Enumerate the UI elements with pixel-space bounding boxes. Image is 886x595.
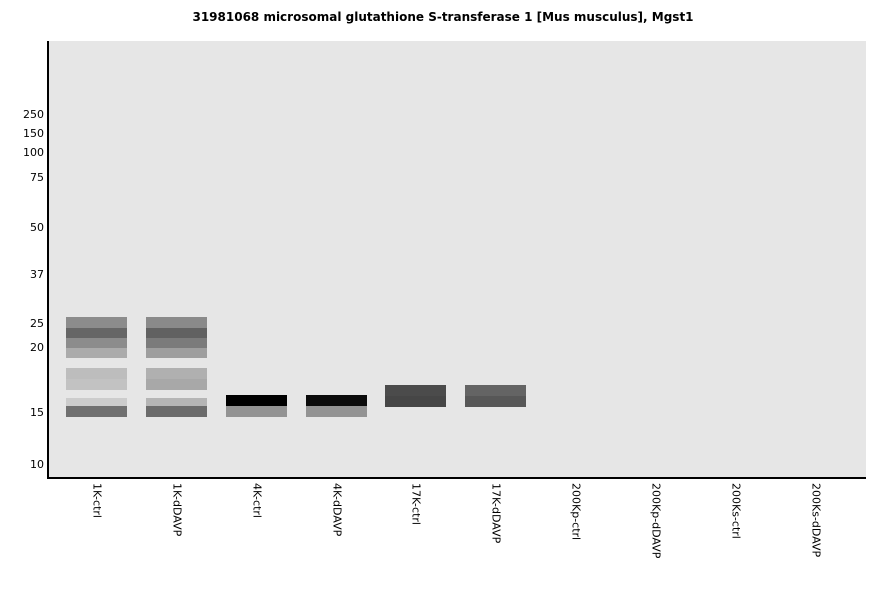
gel-lane xyxy=(146,41,207,477)
x-tick-label: 17K-ctrl xyxy=(409,483,423,593)
y-tick-label: 50 xyxy=(30,221,44,234)
gel-band xyxy=(306,395,367,406)
gel-band xyxy=(66,379,127,390)
y-tick-label: 100 xyxy=(23,146,44,159)
gel-band xyxy=(306,406,367,417)
gel-band xyxy=(465,385,526,396)
x-tick-label: 200Ks-ctrl xyxy=(729,483,743,593)
y-tick-label: 75 xyxy=(30,171,44,184)
x-tick-label: 4K-ctrl xyxy=(250,483,264,593)
x-tick-label-text: 200Ks-ctrl xyxy=(729,483,742,539)
x-tick-label-text: 17K-dDAVP xyxy=(489,483,502,544)
gel-band xyxy=(146,348,207,358)
y-axis-line xyxy=(47,41,49,479)
gel-band xyxy=(385,385,446,396)
gel-band xyxy=(465,396,526,407)
y-tick-label: 20 xyxy=(30,341,44,354)
x-tick-label-text: 1K-dDAVP xyxy=(170,483,183,537)
x-tick-label-text: 17K-ctrl xyxy=(409,483,422,525)
x-axis-line xyxy=(47,477,866,479)
gel-lane xyxy=(625,41,686,477)
gel-band xyxy=(66,406,127,417)
y-tick-label: 250 xyxy=(23,108,44,121)
gel-lane xyxy=(385,41,446,477)
x-tick-label-text: 200Kp-ctrl xyxy=(569,483,582,541)
gel-band xyxy=(226,395,287,406)
x-tick-label-text: 200Ks-dDAVP xyxy=(809,483,822,558)
x-tick-label: 17K-dDAVP xyxy=(489,483,503,593)
x-tick-label: 1K-ctrl xyxy=(90,483,104,593)
gel-band xyxy=(66,348,127,358)
y-tick-label: 150 xyxy=(23,127,44,140)
x-tick-label: 1K-dDAVP xyxy=(170,483,184,593)
gel-band xyxy=(66,338,127,348)
gel-lane xyxy=(306,41,367,477)
gel-lane xyxy=(545,41,606,477)
gel-band xyxy=(146,368,207,379)
gel-lane xyxy=(66,41,127,477)
y-tick-label: 37 xyxy=(30,268,44,281)
gel-band xyxy=(385,396,446,407)
y-tick-label: 25 xyxy=(30,317,44,330)
gel-band xyxy=(146,379,207,390)
x-tick-label: 200Kp-ctrl xyxy=(569,483,583,593)
gel-band xyxy=(226,406,287,417)
x-tick-label: 200Kp-dDAVP xyxy=(649,483,663,593)
gel-band xyxy=(146,338,207,348)
x-tick-label: 200Ks-dDAVP xyxy=(809,483,823,593)
gel-band xyxy=(66,328,127,338)
gel-band xyxy=(146,406,207,417)
x-tick-label-text: 1K-ctrl xyxy=(90,483,103,518)
x-tick-label-text: 4K-dDAVP xyxy=(330,483,343,537)
gel-band xyxy=(146,317,207,328)
gel-lane xyxy=(226,41,287,477)
gel-band xyxy=(66,398,127,406)
y-axis-tick-labels: 250 150 100 75 50 37 25 20 15 10 xyxy=(0,0,44,595)
x-tick-label: 4K-dDAVP xyxy=(330,483,344,593)
gel-band xyxy=(66,317,127,328)
x-tick-label-text: 200Kp-dDAVP xyxy=(649,483,662,559)
gel-band xyxy=(146,398,207,406)
gel-band xyxy=(146,328,207,338)
y-tick-label: 15 xyxy=(30,406,44,419)
gel-lane xyxy=(785,41,846,477)
gel-band xyxy=(66,368,127,379)
gel-lane xyxy=(465,41,526,477)
x-tick-label-text: 4K-ctrl xyxy=(250,483,263,518)
page-title: 31981068 microsomal glutathione S-transf… xyxy=(192,10,694,24)
y-tick-label: 10 xyxy=(30,458,44,471)
gel-lane xyxy=(705,41,766,477)
